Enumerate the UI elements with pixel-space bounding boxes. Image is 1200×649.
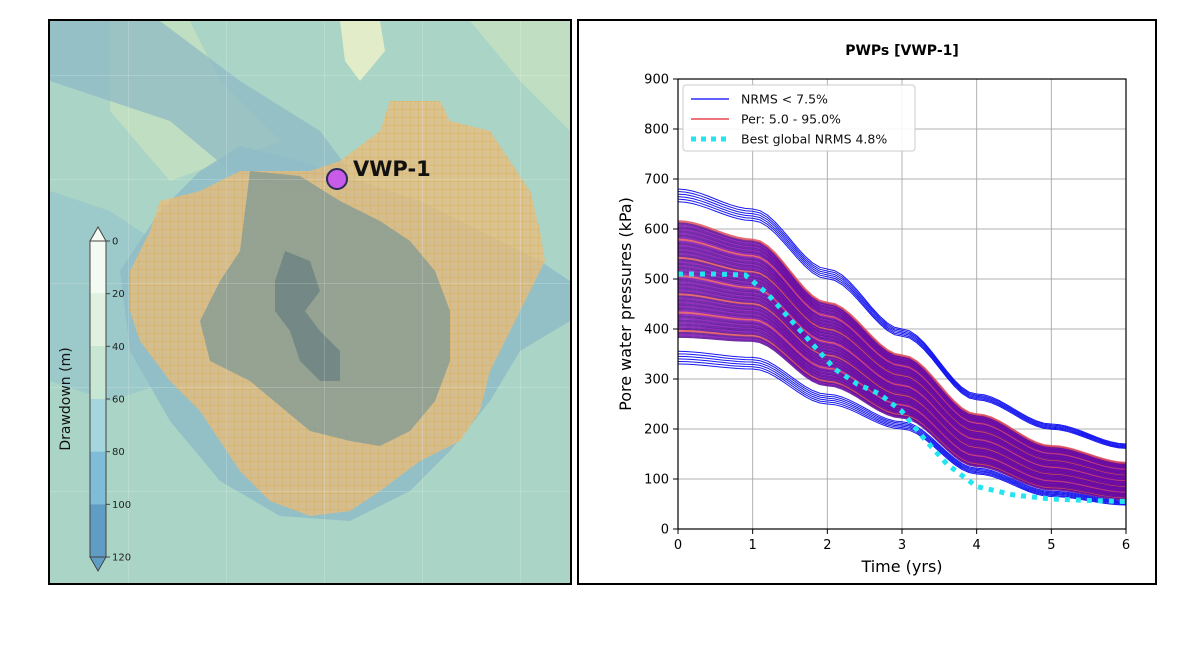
coarse-grid xyxy=(50,21,570,583)
colorbar-tick-label: 80 xyxy=(112,447,125,458)
colorbar-band xyxy=(90,451,106,505)
ensemble-line xyxy=(677,353,1127,502)
colorbar-tick-label: 0 xyxy=(112,237,118,248)
colorbar-band xyxy=(90,346,106,399)
y-tick-label: 200 xyxy=(644,423,669,438)
ensemble-line xyxy=(677,196,1127,448)
x-tick-label: 4 xyxy=(973,538,981,553)
y-axis-label: Pore water pressures (kPa) xyxy=(616,197,635,411)
drawdown-colorbar: 0 20 40 60 80 100 120 Drawdown (m) xyxy=(58,225,131,573)
colorbar-tick-label: 20 xyxy=(112,289,125,300)
well-marker-icon xyxy=(326,168,348,190)
colorbar-tick-label: 40 xyxy=(112,342,125,353)
y-tick-label: 400 xyxy=(644,323,669,338)
x-tick-label: 0 xyxy=(674,538,682,553)
x-tick-label: 1 xyxy=(749,538,757,553)
x-tick-label: 2 xyxy=(823,538,831,553)
well-label: VWP-1 xyxy=(353,157,431,181)
y-tick-label: 600 xyxy=(644,223,669,238)
colorbar-band xyxy=(90,504,106,557)
colorbar-label: Drawdown (m) xyxy=(58,347,74,450)
drawdown-map: 0 20 40 60 80 100 120 Drawdown (m) VWP-1 xyxy=(50,21,570,583)
legend-label: NRMS < 7.5% xyxy=(741,92,828,107)
chart-title: PWPs [VWP-1] xyxy=(845,43,959,59)
pwp-chart: PWPs [VWP-1] 0 1 2 3 4 5 6 0 100 200 300 400 500 600… xyxy=(616,43,1130,576)
ensemble-line xyxy=(677,191,1127,446)
y-axis: 0 100 200 300 400 500 600 700 800 900 xyxy=(644,73,678,538)
y-tick-label: 700 xyxy=(644,173,669,188)
colorbar-band xyxy=(90,399,106,452)
ensemble-line xyxy=(677,193,1127,447)
x-tick-label: 5 xyxy=(1047,538,1055,553)
y-tick-label: 800 xyxy=(644,123,669,138)
ensemble-line xyxy=(677,361,1127,505)
x-tick-label: 6 xyxy=(1122,538,1130,553)
x-axis: 0 1 2 3 4 5 6 xyxy=(674,529,1130,553)
colorbar-tick-label: 120 xyxy=(112,553,131,564)
y-tick-label: 500 xyxy=(644,273,669,288)
colorbar-tick-label: 60 xyxy=(112,395,125,406)
ensemble-line xyxy=(677,355,1127,503)
y-tick-label: 0 xyxy=(661,523,669,538)
ensemble-line xyxy=(677,201,1127,449)
ensemble-line xyxy=(677,220,1127,464)
legend-label: Best global NRMS 4.8% xyxy=(741,132,887,147)
pwp-chart-panel: PWPs [VWP-1] 0 1 2 3 4 5 6 0 100 200 300 400 500 600… xyxy=(577,19,1157,585)
y-tick-label: 100 xyxy=(644,473,669,488)
legend-label: Per: 5.0 - 95.0% xyxy=(741,112,841,127)
chart-legend: NRMS < 7.5% Per: 5.0 - 95.0% Best global N… xyxy=(682,84,916,152)
ensemble-line xyxy=(677,350,1127,502)
ensemble-lines xyxy=(677,188,1127,506)
ensemble-line xyxy=(677,363,1127,506)
legend-box xyxy=(682,84,916,152)
colorbar-band xyxy=(90,293,106,347)
y-tick-label: 900 xyxy=(644,73,669,88)
vwp-1-marker: VWP-1 xyxy=(326,157,431,190)
ensemble-line xyxy=(677,198,1127,448)
x-tick-label: 3 xyxy=(898,538,906,553)
ensemble-line xyxy=(677,188,1127,445)
colorbar-tick-label: 100 xyxy=(112,500,131,511)
colorbar-band xyxy=(90,241,106,294)
x-axis-label: Time (yrs) xyxy=(860,557,942,576)
drawdown-map-panel: 0 20 40 60 80 100 120 Drawdown (m) VWP-1 xyxy=(48,19,572,585)
y-tick-label: 300 xyxy=(644,373,669,388)
ensemble-line xyxy=(677,358,1127,504)
